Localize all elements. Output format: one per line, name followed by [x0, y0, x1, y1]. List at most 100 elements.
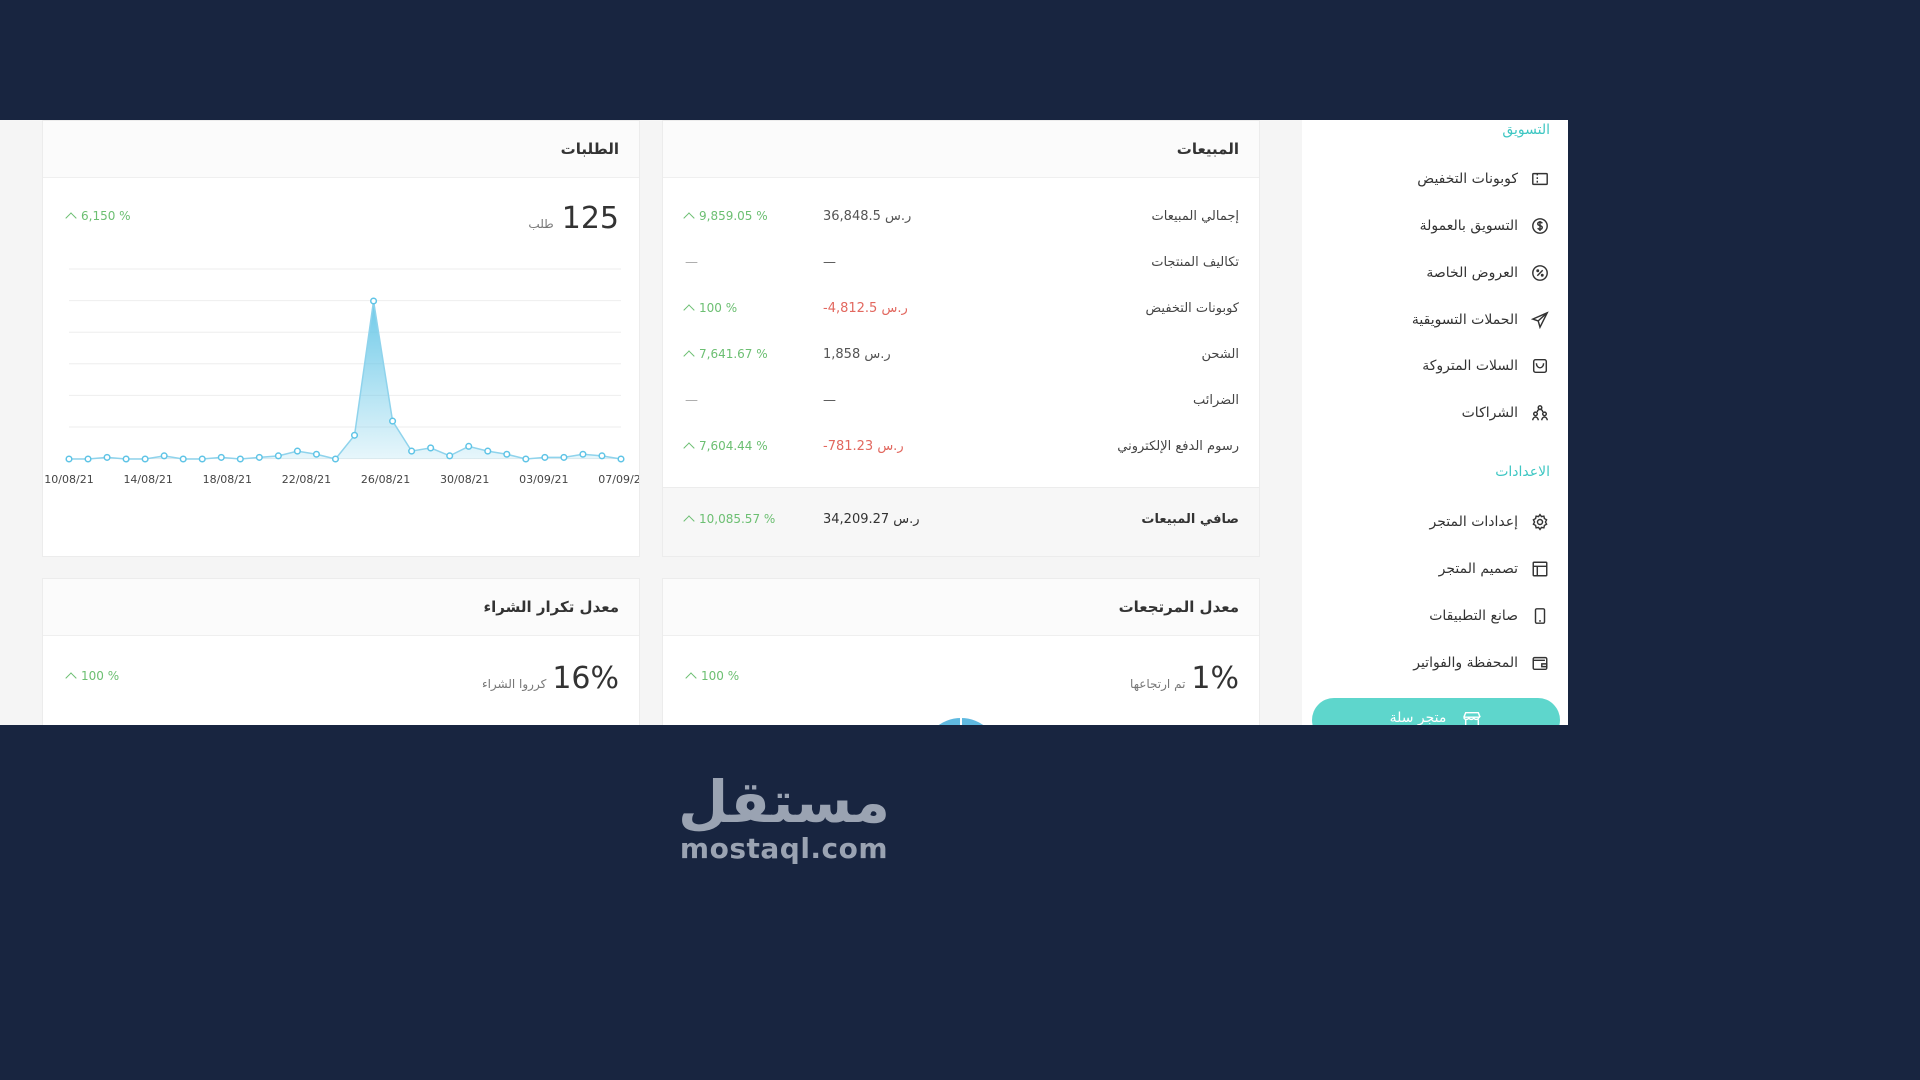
data-point[interactable] [371, 298, 377, 304]
x-tick-label: 14/08/21 [123, 473, 172, 486]
sidebar-item-label: إعدادات المتجر [1430, 514, 1518, 530]
sales-row-change-text: 9,859.05 % [699, 209, 768, 223]
data-point[interactable] [85, 456, 91, 462]
storefront-icon [1462, 710, 1482, 725]
returns-rate: تم ارتجاعها 1% [1126, 661, 1239, 696]
sidebar-item-abandoned-carts[interactable]: السلات المتروكة [1422, 351, 1550, 381]
sales-row-change-text: 7,641.67 % [699, 347, 768, 361]
data-point[interactable] [238, 456, 244, 462]
data-point[interactable] [180, 456, 186, 462]
sidebar-item-label: الشراكات [1462, 405, 1518, 421]
data-point[interactable] [295, 448, 301, 454]
gear-icon [1530, 512, 1550, 532]
sales-card: المبيعات إجمالي المبيعات 36,848.5 ر.س 9,85… [662, 120, 1260, 557]
x-tick-label: 07/09/21 [598, 473, 639, 486]
data-point[interactable] [161, 453, 167, 459]
returns-card-title: معدل المرتجعات [663, 579, 1259, 636]
sidebar-item-store-settings[interactable]: إعدادات المتجر [1430, 507, 1550, 537]
sales-row-value: 1,858 ر.س [823, 347, 891, 362]
sales-row-change: 7,604.44 % [685, 439, 768, 453]
x-tick-label: 03/09/21 [519, 473, 568, 486]
returns-donut [921, 717, 1001, 725]
orders-card: الطلبات طلب 125 6,150 % 10/08/21 14/08/21… [42, 120, 640, 557]
sidebar-item-offers[interactable]: العروض الخاصة [1426, 258, 1550, 288]
sidebar-item-app-maker[interactable]: صانع التطبيقات [1429, 601, 1550, 631]
sales-row: تكاليف المنتجات — — [663, 255, 1259, 275]
sales-row-change-text: 7,604.44 % [699, 439, 768, 453]
wallet-icon [1530, 653, 1550, 673]
up-caret-icon [683, 304, 694, 315]
returns-card: معدل المرتجعات تم ارتجاعها 1% 100 % [662, 578, 1260, 725]
data-point[interactable] [314, 451, 320, 457]
data-point[interactable] [257, 455, 263, 461]
data-point[interactable] [66, 456, 72, 462]
data-point[interactable] [447, 453, 453, 459]
data-point[interactable] [218, 455, 224, 461]
up-caret-icon [683, 515, 694, 526]
returns-unit: تم ارتجاعها [1130, 677, 1185, 691]
data-point[interactable] [104, 455, 110, 461]
data-point[interactable] [409, 448, 415, 454]
up-caret-icon [683, 350, 694, 361]
data-point[interactable] [485, 448, 491, 454]
data-point[interactable] [142, 456, 148, 462]
sales-row-change: 9,859.05 % [685, 209, 768, 223]
sales-row-value: -781.23 ر.س [823, 439, 904, 454]
watermark-arabic: مستقل [0, 770, 1568, 834]
sales-card-title: المبيعات [663, 121, 1259, 178]
dollar-circle-icon [1530, 216, 1550, 236]
data-point[interactable] [123, 456, 129, 462]
sidebar-item-label: كوبونات التخفيض [1417, 171, 1518, 187]
orders-change: 6,150 % [67, 209, 131, 223]
sales-row-change-text: — [685, 393, 698, 408]
repeat-rate: كرروا الشراء 16% [478, 661, 619, 696]
sidebar-item-wallet[interactable]: المحفظة والفواتير [1413, 648, 1550, 678]
data-point[interactable] [466, 444, 472, 450]
data-point[interactable] [352, 433, 358, 439]
net-sales-label: صافي المبيعات [1141, 512, 1239, 527]
sidebar-item-affiliate[interactable]: التسويق بالعمولة [1420, 211, 1550, 241]
up-caret-icon [683, 442, 694, 453]
sidebar-item-partners[interactable]: الشراكات [1462, 398, 1550, 428]
data-point[interactable] [428, 445, 434, 451]
sidebar-item-store-design[interactable]: تصميم المتجر [1439, 554, 1550, 584]
data-point[interactable] [561, 455, 567, 461]
store-button-label: متجر سلة [1390, 710, 1447, 725]
sales-row-value: -4,812.5 ر.س [823, 301, 908, 316]
data-point[interactable] [390, 418, 396, 424]
series-area [69, 301, 621, 459]
ticket-icon [1530, 169, 1550, 189]
data-point[interactable] [199, 456, 205, 462]
data-point[interactable] [333, 456, 339, 462]
repeat-card-title: معدل تكرار الشراء [43, 579, 639, 636]
sidebar-item-campaigns[interactable]: الحملات التسويقية [1412, 305, 1550, 335]
data-point[interactable] [618, 456, 624, 462]
sales-row: كوبونات التخفيض -4,812.5 ر.س 100 % [663, 301, 1259, 321]
watermark: مستقل mostaql.com [0, 770, 1568, 864]
cart-icon [1530, 356, 1550, 376]
data-point[interactable] [542, 455, 548, 461]
x-tick-label: 30/08/21 [440, 473, 489, 486]
sidebar-item-label: المحفظة والفواتير [1413, 655, 1518, 671]
data-point[interactable] [580, 451, 586, 457]
net-sales-change: 10,085.57 % [685, 512, 775, 526]
sales-row-label: الضرائب [1193, 393, 1239, 408]
x-tick-label: 26/08/21 [361, 473, 410, 486]
data-point[interactable] [523, 456, 529, 462]
data-point[interactable] [599, 453, 605, 459]
sidebar-item-label: التسويق بالعمولة [1420, 218, 1518, 234]
repeat-unit: كرروا الشراء [482, 677, 546, 691]
sidebar-item-label: تصميم المتجر [1439, 561, 1518, 577]
sales-row: الشحن 1,858 ر.س 7,641.67 % [663, 347, 1259, 367]
data-point[interactable] [276, 453, 282, 459]
sales-row-label: تكاليف المنتجات [1151, 255, 1239, 270]
data-point[interactable] [504, 451, 510, 457]
sales-row-change-text: 100 % [699, 301, 737, 315]
sidebar-item-coupons[interactable]: كوبونات التخفيض [1417, 164, 1550, 194]
x-tick-label: 18/08/21 [203, 473, 252, 486]
orders-unit: طلب [528, 217, 553, 231]
sidebar-item-label: العروض الخاصة [1426, 265, 1518, 281]
x-tick-label: 10/08/21 [44, 473, 93, 486]
store-button[interactable]: متجر سلة [1312, 698, 1560, 725]
orders-count: طلب 125 [524, 201, 619, 236]
